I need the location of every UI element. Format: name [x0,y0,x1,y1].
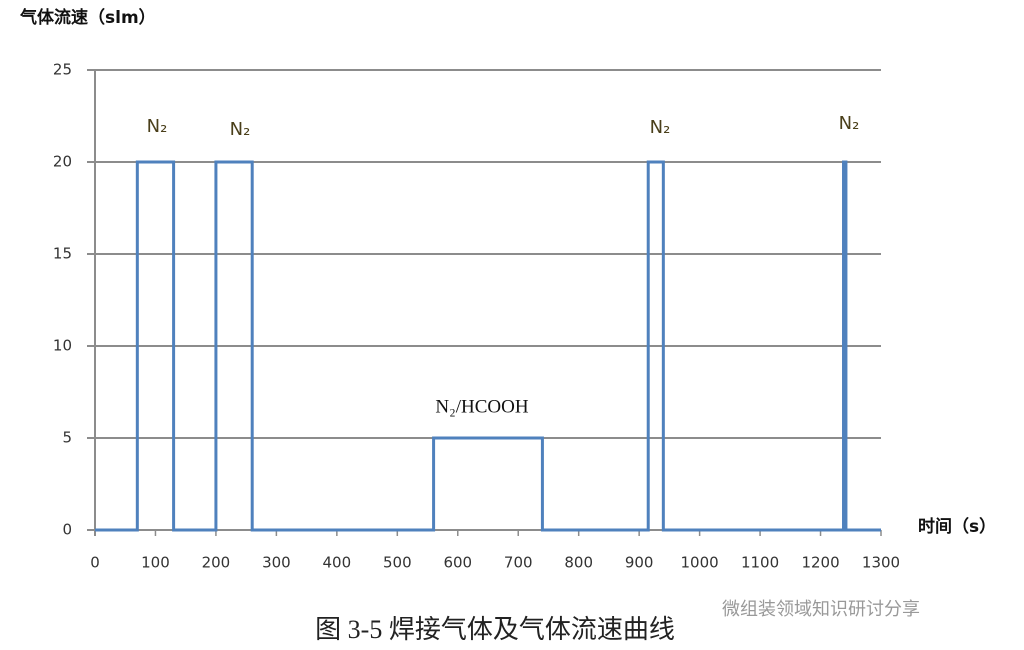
x-tick-label: 0 [90,554,100,572]
x-tick-label: 1200 [801,554,839,572]
x-tick-label: 900 [625,554,654,572]
annotation: N₂ [839,113,860,134]
caption: 图 3-5 焊接气体及气体流速曲线 [315,615,675,644]
x-tick-label: 1000 [681,554,719,572]
y-tick-label: 5 [62,429,72,447]
annotation: N₂ [230,119,251,140]
x-tick-label: 600 [443,554,472,572]
annotation: N₂ [650,117,671,138]
x-tick-label: 1100 [741,554,779,572]
y-tick-label: 10 [53,337,72,355]
watermark: 微组装领域知识研讨分享 [722,599,920,620]
x-tick-label: 300 [262,554,291,572]
line-series [95,160,881,532]
y-tick-label: 15 [53,245,72,263]
x-tick-label: 500 [383,554,412,572]
x-tick-label: 1300 [862,554,900,572]
annotation: N₂ [147,116,168,137]
x-tick-label: 700 [504,554,533,572]
x-tick-label: 200 [202,554,231,572]
x-tick-label: 400 [323,554,352,572]
x-tick-label: 800 [564,554,593,572]
y-tick-label: 25 [53,61,72,79]
x-tick-label: 100 [141,554,170,572]
y-tick-label: 20 [53,153,72,171]
x-axis-label: 时间（s） [918,516,996,537]
annotation: N₂/HCOOH [435,396,528,417]
y-axis-label: 气体流速（slm） [19,7,156,28]
y-tick-label: 0 [62,521,72,539]
